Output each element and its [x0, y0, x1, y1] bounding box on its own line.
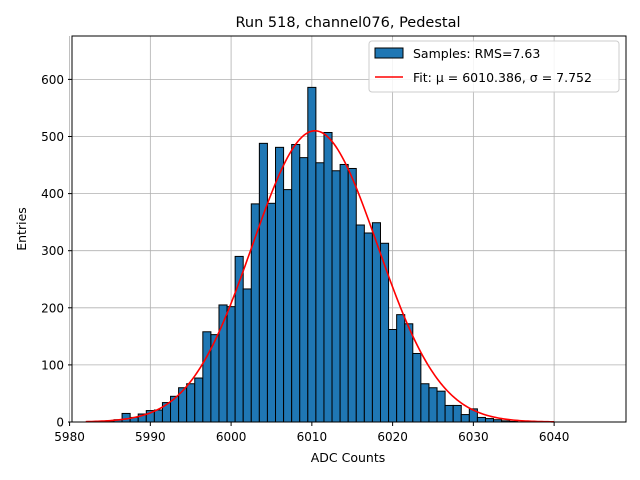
histogram-bar	[291, 143, 301, 423]
histogram-bar	[283, 189, 293, 423]
histogram-bar	[420, 383, 430, 423]
histogram-bar	[347, 167, 357, 423]
histogram-bar	[388, 328, 398, 423]
x-tick-label: 6000	[216, 430, 247, 444]
histogram-bar	[331, 170, 341, 423]
histogram-bar	[436, 390, 446, 423]
histogram-bar	[339, 163, 349, 423]
x-tick-label: 6030	[458, 430, 489, 444]
histogram-bar	[452, 404, 462, 423]
histogram-bar	[444, 404, 454, 423]
histogram-bars	[97, 86, 519, 423]
x-tick-label: 6010	[297, 430, 328, 444]
gaussian-fit-line	[85, 130, 555, 423]
histogram-bar	[404, 323, 414, 423]
x-axis-label: ADC Counts	[311, 450, 386, 465]
histogram-bar	[379, 242, 390, 423]
x-tick-label: 5990	[135, 430, 166, 444]
y-tick-label: 200	[41, 301, 64, 315]
histogram-bar	[202, 331, 212, 423]
y-tick-label: 500	[41, 130, 64, 144]
histogram-bar	[266, 202, 277, 423]
histogram-bar	[307, 86, 317, 423]
histogram-bar	[315, 162, 325, 423]
x-tick-label: 5980	[54, 430, 85, 444]
histogram-bar	[226, 306, 236, 423]
histogram-bar	[396, 314, 406, 423]
plot-area-frame	[71, 35, 627, 423]
y-tick-label: 400	[41, 187, 64, 201]
histogram-bar	[242, 288, 252, 423]
histogram-bar	[323, 132, 333, 423]
y-tick-label: 100	[41, 358, 64, 372]
histogram-bar	[355, 224, 365, 423]
histogram-bar	[258, 142, 268, 423]
histogram-bar	[484, 418, 495, 423]
chart-title: Run 518, channel076, Pedestal	[235, 15, 460, 31]
x-tick-label: 6040	[539, 430, 570, 444]
histogram-bar	[299, 157, 309, 423]
y-axis: 0 100 200 300 400 500 600	[41, 73, 72, 430]
histogram-bar	[371, 222, 381, 423]
histogram-bar	[275, 146, 285, 423]
y-tick-label: 300	[41, 244, 64, 258]
histogram-bar	[153, 409, 163, 423]
legend-histogram-swatch	[374, 47, 404, 59]
legend-histogram-label: Samples: RMS=7.63	[413, 46, 540, 61]
x-axis: 5980 5990 6000 6010 6020 6030 6040	[54, 422, 569, 444]
histogram-bar	[428, 387, 438, 423]
legend-fit-label: Fit: μ = 6010.386, σ = 7.752	[413, 70, 592, 85]
y-axis-label: Entries	[14, 207, 29, 251]
legend-box	[368, 40, 620, 93]
histogram-bar	[186, 383, 196, 423]
legend: Samples: RMS=7.63 Fit: μ = 6010.386, σ =…	[368, 40, 620, 93]
histogram-bar	[476, 416, 486, 423]
y-tick-label: 0	[56, 416, 64, 430]
x-tick-label: 6020	[377, 430, 408, 444]
histogram-bar	[460, 414, 470, 423]
histogram-bar	[194, 377, 204, 423]
histogram-bar	[363, 232, 373, 423]
y-tick-label: 600	[41, 73, 64, 87]
histogram-bar	[412, 352, 422, 423]
